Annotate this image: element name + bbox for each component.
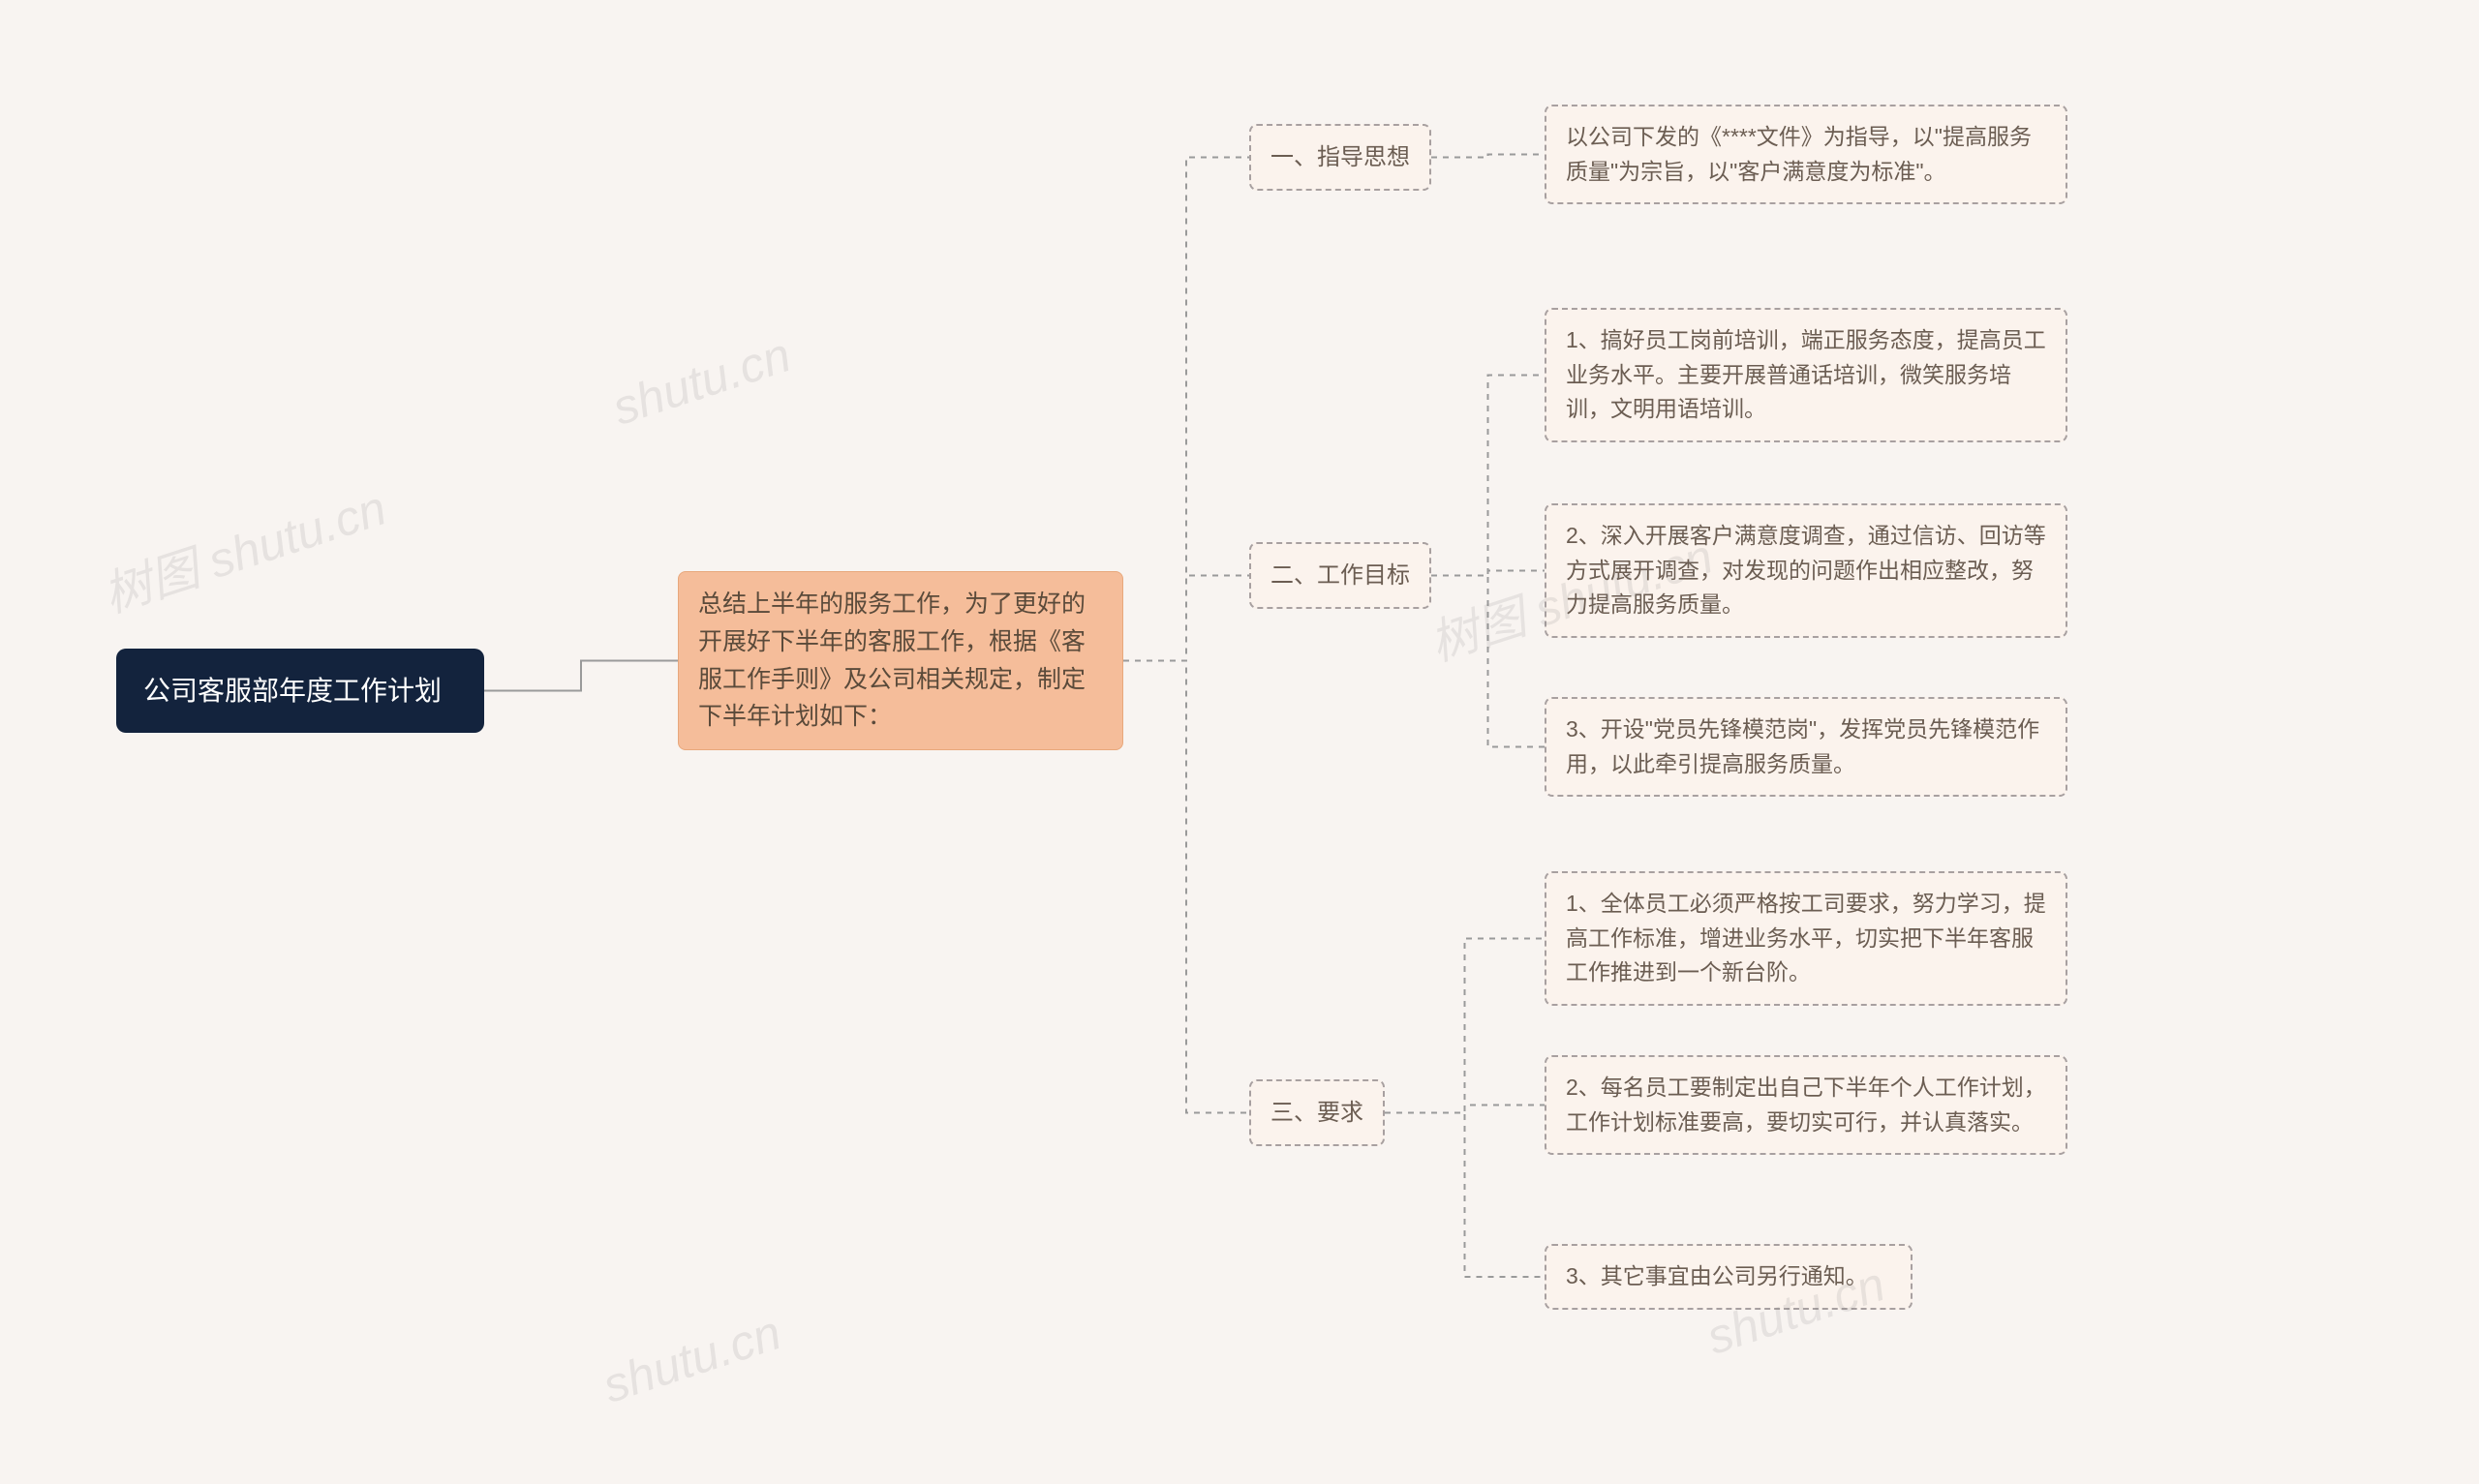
leaf-text: 以公司下发的《****文件》为指导，以"提高服务质量"为宗旨，以"客户满意度为标… [1566,124,2032,184]
mindmap-canvas: 公司客服部年度工作计划 总结上半年的服务工作，为了更好的开展好下半年的客服工作，… [0,0,2479,1484]
branch-node-2: 二、工作目标 [1249,542,1431,609]
summary-text: 总结上半年的服务工作，为了更好的开展好下半年的客服工作，根据《客服工作手则》及公… [698,591,1086,730]
connector-layer [0,0,2479,1484]
leaf-text: 3、开设"党员先锋模范岗"，发挥党员先锋模范作用，以此牵引提高服务质量。 [1566,716,2039,776]
branch-label: 二、工作目标 [1270,562,1410,589]
root-node: 公司客服部年度工作计划 [116,649,484,733]
watermark: shutu.cn [597,1304,788,1414]
leaf-node-3-3: 3、其它事宜由公司另行通知。 [1545,1244,1913,1310]
watermark: shutu.cn [606,326,798,437]
leaf-node-2-1: 1、搞好员工岗前培训，端正服务态度，提高员工业务水平。主要开展普通话培训，微笑服… [1545,308,2067,442]
branch-label: 一、指导思想 [1270,144,1410,170]
summary-node: 总结上半年的服务工作，为了更好的开展好下半年的客服工作，根据《客服工作手则》及公… [678,571,1123,750]
leaf-node-3-1: 1、全体员工必须严格按工司要求，努力学习，提高工作标准，增进业务水平，切实把下半… [1545,871,2067,1006]
leaf-text: 3、其它事宜由公司另行通知。 [1566,1263,1868,1288]
root-label: 公司客服部年度工作计划 [143,676,442,706]
leaf-text: 2、深入开展客户满意度调查，通过信访、回访等方式展开调查，对发现的问题作出相应整… [1566,523,2046,617]
branch-label: 三、要求 [1270,1100,1363,1126]
leaf-node-2-2: 2、深入开展客户满意度调查，通过信访、回访等方式展开调查，对发现的问题作出相应整… [1545,503,2067,638]
leaf-text: 2、每名员工要制定出自己下半年个人工作计划，工作计划标准要高，要切实可行，并认真… [1566,1075,2046,1135]
watermark: 树图 shutu.cn [93,469,393,626]
leaf-text: 1、全体员工必须严格按工司要求，努力学习，提高工作标准，增进业务水平，切实把下半… [1566,891,2046,984]
leaf-node-2-3: 3、开设"党员先锋模范岗"，发挥党员先锋模范作用，以此牵引提高服务质量。 [1545,697,2067,797]
leaf-node-3-2: 2、每名员工要制定出自己下半年个人工作计划，工作计划标准要高，要切实可行，并认真… [1545,1055,2067,1155]
branch-node-3: 三、要求 [1249,1079,1385,1146]
branch-node-1: 一、指导思想 [1249,124,1431,191]
leaf-node-1-1: 以公司下发的《****文件》为指导，以"提高服务质量"为宗旨，以"客户满意度为标… [1545,105,2067,204]
leaf-text: 1、搞好员工岗前培训，端正服务态度，提高员工业务水平。主要开展普通话培训，微笑服… [1566,327,2046,421]
